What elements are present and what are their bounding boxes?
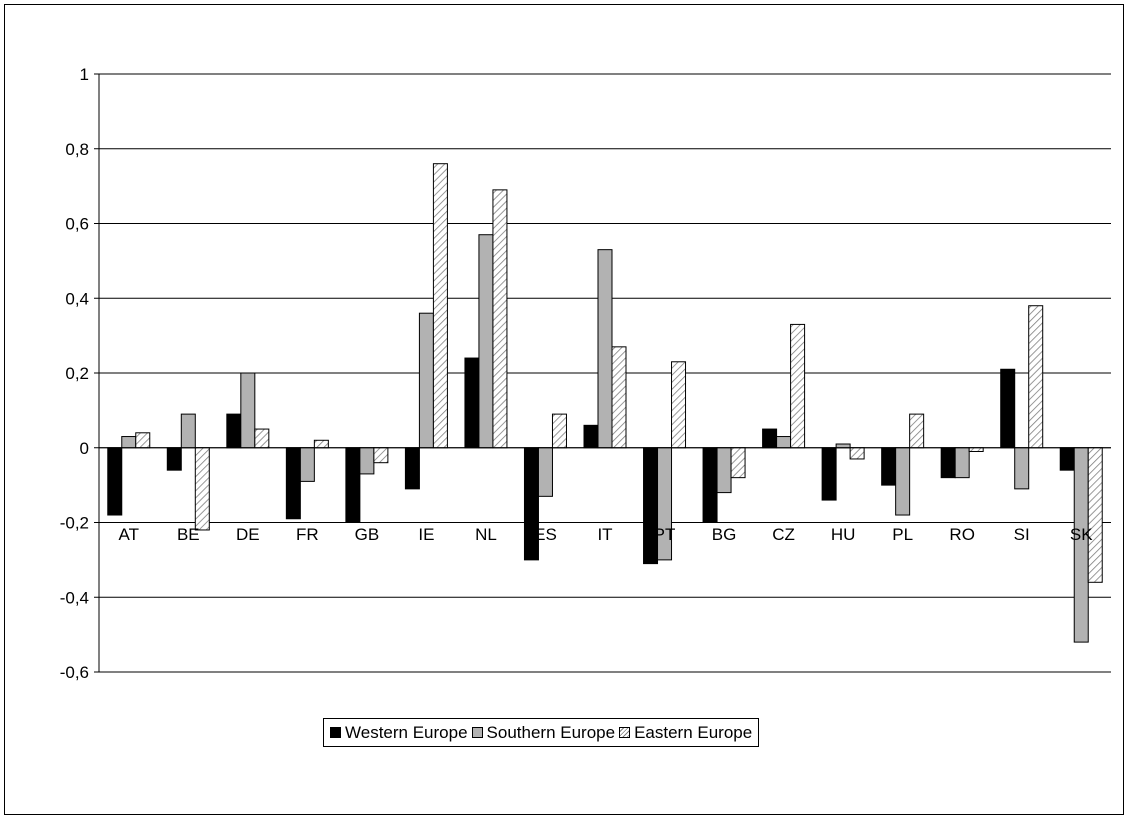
bar-eastern-europe-es: [551, 413, 567, 449]
x-category-label: IT: [597, 525, 612, 544]
x-category-label: NL: [475, 525, 497, 544]
x-category-label: GB: [355, 525, 380, 544]
x-category-label: SK: [1070, 525, 1093, 544]
bar-western-europe-gb: [345, 447, 361, 523]
bar-western-europe-hu: [821, 447, 837, 501]
bar-southern-europe-es: [537, 447, 553, 497]
x-category-label: BG: [712, 525, 737, 544]
legend-label-eastern: Eastern Europe: [634, 722, 753, 742]
x-category-label: BE: [177, 525, 200, 544]
bar-western-europe-nl: [464, 357, 480, 449]
bar-eastern-europe-bg: [730, 447, 746, 479]
bar-western-europe-bg: [702, 447, 718, 523]
legend-swatch-western: [330, 727, 341, 738]
bar-southern-europe-it: [597, 249, 613, 449]
y-tick-label: 0: [80, 439, 89, 458]
bar-western-europe-fr: [285, 447, 301, 520]
x-category-label: PL: [892, 525, 913, 544]
bar-southern-europe-pl: [895, 447, 911, 516]
bar-southern-europe-sk: [1073, 447, 1089, 643]
y-tick-label: 0,2: [65, 364, 89, 383]
bar-western-europe-si: [1000, 368, 1016, 449]
y-tick-label: 0,8: [65, 140, 89, 159]
y-tick-label: -0,2: [60, 514, 89, 533]
x-category-label: SI: [1014, 525, 1030, 544]
bar-southern-europe-at: [121, 436, 137, 449]
bar-southern-europe-fr: [299, 447, 315, 482]
bar-southern-europe-nl: [478, 234, 494, 449]
bar-southern-europe-ie: [418, 312, 434, 449]
legend-item-southern: Southern Europe: [471, 722, 616, 743]
bar-eastern-europe-pt: [671, 361, 687, 449]
bar-southern-europe-hu: [835, 443, 851, 449]
legend-label-western: Western Europe: [345, 722, 468, 742]
bar-southern-europe-be: [180, 413, 196, 449]
x-category-label: RO: [949, 525, 975, 544]
bar-western-europe-ro: [940, 447, 956, 479]
chart-frame: [4, 4, 1124, 815]
category-labels: AT BE DE FR GB IE NL ES IT PT BG CZ HU PL RO SI SK: [119, 525, 1094, 544]
y-tick-label: 1: [80, 65, 89, 84]
bar-southern-europe-de: [240, 372, 256, 449]
bar-eastern-europe-nl: [492, 189, 508, 449]
bar-eastern-europe-at: [135, 432, 151, 449]
x-category-label: IE: [418, 525, 434, 544]
bar-eastern-europe-ie: [432, 163, 448, 449]
bar-southern-europe-cz: [776, 436, 792, 449]
bar-eastern-europe-ro: [968, 447, 984, 452]
bar-western-europe-ie: [404, 447, 420, 490]
bar-eastern-europe-cz: [790, 323, 806, 449]
bar-western-europe-at: [107, 447, 123, 516]
x-category-label: AT: [119, 525, 139, 544]
bar-western-europe-it: [583, 424, 599, 449]
legend-swatch-eastern: [619, 727, 631, 738]
y-axis-ticks: 1 0,8 0,6 0,4 0,2 0 -0,2 -0,4 -0,6: [60, 65, 99, 682]
x-category-label: ES: [534, 525, 557, 544]
bar-eastern-europe-gb: [373, 447, 389, 464]
x-category-label: FR: [296, 525, 319, 544]
bar-eastern-europe-si: [1028, 305, 1044, 449]
bar-eastern-europe-hu: [849, 447, 865, 460]
x-category-label: DE: [236, 525, 260, 544]
legend: Western Europe Southern Europe Eastern E…: [323, 718, 760, 747]
bar-southern-europe-ro: [954, 447, 970, 479]
bar-eastern-europe-fr: [313, 439, 329, 449]
bar-southern-europe-si: [1014, 447, 1030, 490]
legend-swatch-southern: [471, 727, 483, 738]
bar-western-europe-pt: [643, 447, 659, 565]
y-tick-label: -0,4: [60, 588, 89, 607]
bars: [107, 163, 1103, 643]
bar-western-europe-pl: [881, 447, 897, 486]
x-category-label: CZ: [772, 525, 795, 544]
bar-western-europe-de: [226, 413, 242, 449]
x-category-label: PT: [654, 525, 676, 544]
x-category-label: HU: [831, 525, 856, 544]
bar-eastern-europe-sk: [1087, 447, 1103, 583]
bar-western-europe-be: [166, 447, 182, 471]
bar-southern-europe-bg: [716, 447, 732, 494]
legend-label-southern: Southern Europe: [486, 722, 616, 742]
bar-eastern-europe-de: [254, 428, 270, 449]
y-tick-label: 0,6: [65, 215, 89, 234]
bar-eastern-europe-be: [194, 447, 210, 531]
y-tick-label: -0,6: [60, 663, 89, 682]
bar-southern-europe-gb: [359, 447, 375, 475]
axes: [98, 74, 1111, 672]
legend-item-western: Western Europe: [330, 723, 468, 743]
bar-eastern-europe-it: [611, 346, 627, 449]
bar-eastern-europe-pl: [909, 413, 925, 449]
y-tick-label: 0,4: [65, 289, 89, 308]
bar-western-europe-cz: [762, 428, 778, 449]
bar-western-europe-sk: [1059, 447, 1075, 471]
legend-item-eastern: Eastern Europe: [619, 723, 752, 743]
